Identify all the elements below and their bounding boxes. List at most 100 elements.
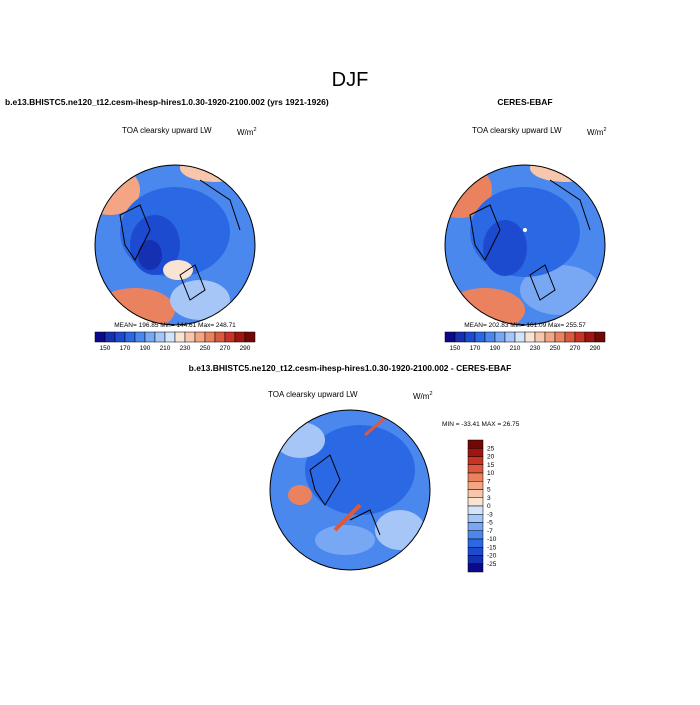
colorbar-label: -20	[487, 553, 497, 560]
colorbar-label: 170	[120, 345, 131, 352]
colorbar-box	[467, 448, 484, 457]
units-label: W/m2	[237, 127, 257, 137]
colorbar-box	[464, 331, 476, 343]
colorbar-label: 270	[570, 345, 581, 352]
colorbar-box	[467, 472, 484, 482]
colorbar-label: 170	[470, 345, 481, 352]
map	[270, 410, 430, 570]
colorbar-box	[534, 331, 546, 343]
colorbar-label: 5	[487, 487, 491, 494]
colorbar-box	[467, 563, 484, 573]
colorbar-box	[564, 331, 576, 343]
colorbar-label: 250	[200, 345, 211, 352]
colorbar-label: 150	[450, 345, 461, 352]
colorbar-label: 3	[487, 495, 491, 502]
variable-label: TOA clearsky upward LW	[472, 126, 562, 135]
units-base: W/m	[587, 128, 604, 137]
colorbar-box	[554, 331, 566, 343]
colorbar-box	[114, 331, 126, 343]
variable-label: TOA clearsky upward LW	[122, 126, 212, 135]
colorbar-label: 290	[590, 345, 601, 352]
units-label: W/m2	[587, 127, 607, 137]
colorbar-box	[467, 505, 484, 515]
colorbar-box	[467, 497, 484, 507]
colorbar-box	[467, 522, 484, 531]
colorbar-box	[467, 555, 484, 564]
colorbar-label: 250	[550, 345, 561, 352]
colorbar-box	[574, 331, 586, 343]
variable-label: TOA clearsky upward LW	[268, 390, 358, 399]
colorbar-box	[164, 331, 176, 343]
colorbar-box	[504, 331, 516, 343]
colorbar-box	[584, 331, 596, 343]
colorbar-box	[467, 538, 484, 548]
colorbar-label: 190	[140, 345, 151, 352]
map	[445, 165, 605, 325]
colorbar-box	[154, 331, 166, 343]
panel-header: CERES-EBAF	[497, 97, 552, 107]
colorbar-box	[244, 331, 256, 343]
colorbar-box	[594, 331, 606, 343]
colorbar-label: 290	[240, 345, 251, 352]
colorbar-box	[454, 331, 466, 343]
colorbar-label: -5	[487, 520, 493, 527]
colorbar-box	[224, 331, 236, 343]
panel-header: b.e13.BHISTC5.ne120_t12.cesm-ihesp-hires…	[189, 363, 512, 373]
colorbar-box	[174, 331, 186, 343]
colorbar-label: -15	[487, 544, 497, 551]
colorbar-label: 150	[100, 345, 111, 352]
colorbar-label: 270	[220, 345, 231, 352]
colorbar-box	[94, 331, 106, 343]
colorbar-box	[204, 331, 216, 343]
units-label: W/m2	[413, 391, 433, 401]
colorbar-box	[184, 331, 196, 343]
colorbar-label: 10	[487, 470, 495, 477]
colorbar-box	[214, 331, 226, 343]
colorbar-label: 210	[160, 345, 171, 352]
colorbar-box	[524, 331, 536, 343]
colorbar-label: 0	[487, 503, 491, 510]
colorbar-label: 190	[490, 345, 501, 352]
colorbar-box	[134, 331, 146, 343]
colorbar-label: -10	[487, 536, 497, 543]
stats-label: MEAN= 202.83 Min= 161.09 Max= 255.57	[464, 322, 586, 329]
map-border	[444, 164, 606, 326]
map	[95, 165, 255, 325]
map-border	[269, 409, 431, 571]
colorbar-box	[544, 331, 556, 343]
units-base: W/m	[413, 392, 430, 401]
units-base: W/m	[237, 128, 254, 137]
colorbar-box	[474, 331, 486, 343]
colorbar-box	[444, 331, 456, 343]
colorbar-label: 210	[510, 345, 521, 352]
colorbar-box	[234, 331, 246, 343]
colorbar-label: 25	[487, 445, 495, 452]
units-exponent: 2	[603, 127, 606, 133]
colorbar-label: 230	[530, 345, 541, 352]
colorbar-box	[194, 331, 206, 343]
colorbar-label: -25	[487, 561, 497, 568]
stats-label: MIN = -33.41 MAX = 26.75	[442, 421, 520, 428]
colorbar-box	[467, 456, 484, 465]
colorbar-box	[467, 530, 484, 540]
colorbar-box	[467, 439, 484, 449]
colorbar-box	[467, 464, 484, 474]
colorbar-box	[494, 331, 506, 343]
colorbar-box	[514, 331, 526, 343]
colorbar-label: 20	[487, 454, 495, 461]
map-border	[94, 164, 256, 326]
colorbar-box	[144, 331, 156, 343]
units-exponent: 2	[429, 391, 432, 397]
colorbar-label: 15	[487, 462, 495, 469]
colorbar-box	[467, 481, 484, 490]
colorbar-box	[467, 514, 484, 523]
colorbar-label: 7	[487, 478, 491, 485]
colorbar-box	[124, 331, 136, 343]
stats-label: MEAN= 196.85 Min= 144.61 Max= 248.71	[114, 322, 236, 329]
colorbar-box	[484, 331, 496, 343]
figure-title: DJF	[332, 69, 369, 91]
colorbar-label: -3	[487, 511, 493, 518]
colorbar-box	[467, 489, 484, 498]
units-exponent: 2	[253, 127, 256, 133]
